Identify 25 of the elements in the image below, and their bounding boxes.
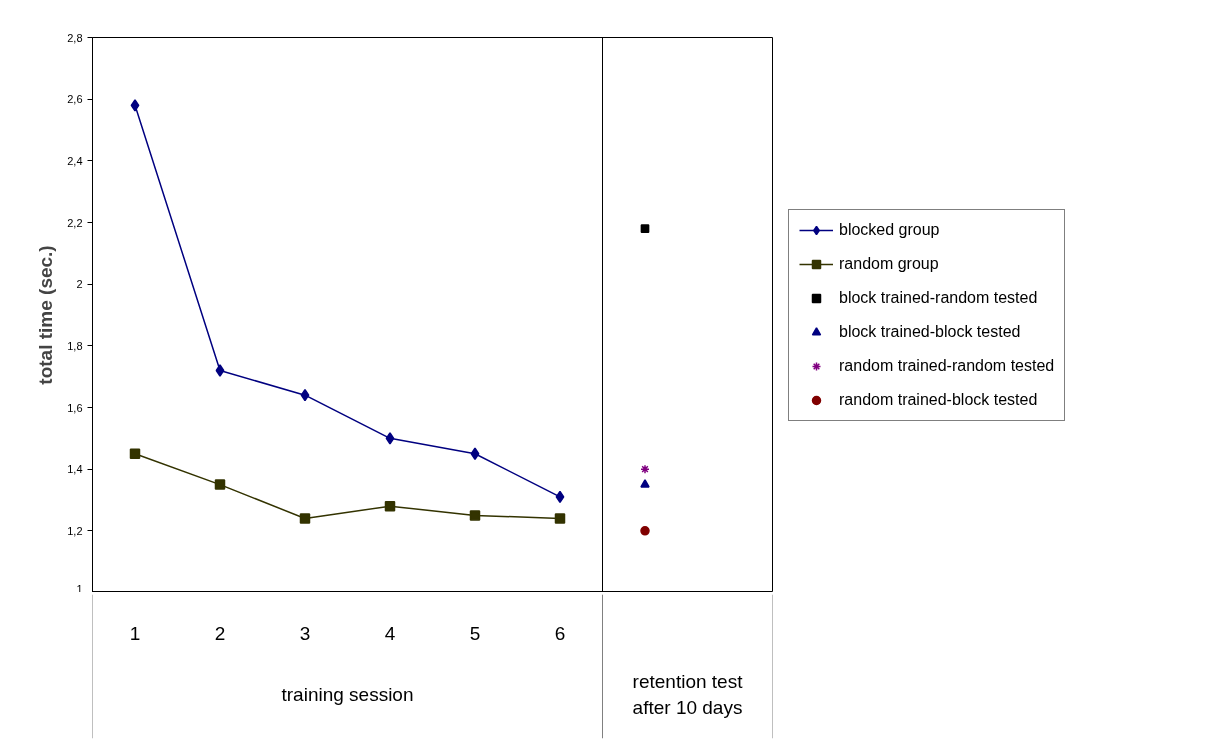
legend-label: random trained-block tested (839, 390, 1038, 409)
y-tick-label: 1 (76, 582, 83, 595)
legend-label: random trained-random tested (839, 356, 1055, 375)
y-axis-title: total time (sec.) (35, 245, 57, 385)
x-tick-label: 6 (554, 622, 566, 644)
x-tick-label: 2 (214, 622, 226, 644)
y-tick-label: 2,4 (67, 154, 83, 167)
legend-label: blocked group (839, 220, 940, 239)
y-tick-label: 1,6 (67, 401, 83, 414)
y-tick-label: 1,8 (67, 339, 83, 352)
y-tick-label: 2,6 (67, 93, 83, 106)
legend-label: random group (839, 254, 939, 273)
y-tick-label: 2,8 (67, 31, 83, 44)
text: retention test after 10 days (632, 671, 744, 719)
x-axis-title: training session (281, 684, 414, 706)
y-tick-label: 1,2 (67, 524, 83, 537)
legend-label: block trained-block tested (839, 322, 1021, 341)
y-tick-label: 1,4 (67, 463, 83, 476)
x-tick-label: 5 (469, 622, 481, 644)
y-tick-label: 2 (76, 278, 83, 291)
x-tick-label: 3 (299, 622, 311, 644)
x-tick-label: 4 (384, 622, 396, 644)
legend-label: block trained-random tested (839, 288, 1038, 307)
x-tick-label: 1 (129, 622, 141, 644)
y-tick-label: 2,2 (67, 216, 83, 229)
